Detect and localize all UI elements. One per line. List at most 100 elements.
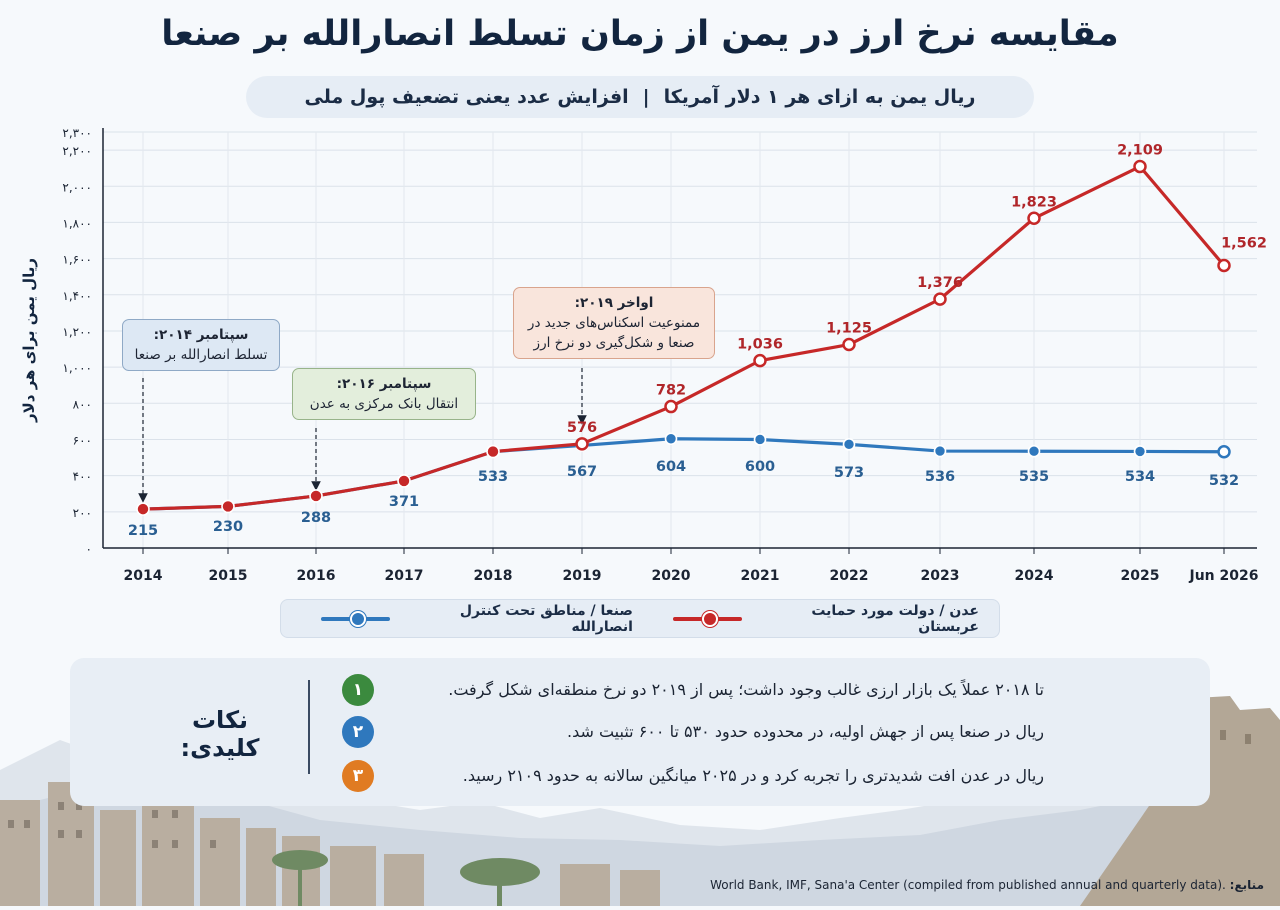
data-label-sanaa: 536 [925,469,955,485]
point-aden [933,292,947,306]
point-aden [575,437,589,451]
data-label-aden: 782 [656,383,686,399]
subtitle-separator: | [642,86,650,108]
point-sanaa [1027,444,1041,458]
data-label-aden: 2,109 [1117,143,1163,159]
y-tick-label: ۸۰۰ [73,397,92,411]
y-tick-label: ۱,۸۰۰ [62,216,92,230]
page-title: مقایسه نرخ ارز در یمن از زمان تسلط انصار… [161,14,1119,54]
data-label-sanaa: 567 [567,464,597,480]
point-sanaa [933,444,947,458]
data-label-sanaa: 604 [656,459,686,475]
point-aden [397,474,411,488]
city-skyline-illustration [0,690,1280,910]
point-aden [753,353,767,368]
subtitle-part1: ریال یمن به ازای هر ۱ دلار آمریکا [663,86,976,108]
annotation-text: انتقال بانک مرکزی به عدن [309,396,459,412]
key-point-badge-2: ۲ [342,716,374,748]
x-tick-label: 2017 [385,568,424,584]
data-label-aden: 1,823 [1011,194,1057,210]
point-aden [842,337,856,352]
x-tick-label: 2014 [124,568,163,584]
data-label-sanaa: 573 [834,465,864,481]
x-tick-label: 2016 [297,568,336,584]
y-tick-label: ۰ [86,542,92,556]
key-point-text-1: تا ۲۰۱۸ عملاً یک بازار ارزی غالب وجود دا… [448,680,1044,699]
y-tick-label: ۴۰۰ [73,470,92,484]
annotation-text: ممنوعیت اسکناس‌های جدید در صنعا و شکل‌گی… [527,315,701,351]
chart-legend: عدن / دولت مورد حمایت عربستان صنعا / منا… [280,599,1000,638]
point-sanaa [1217,445,1231,459]
point-sanaa [664,432,678,446]
legend-swatch-aden [672,610,743,627]
data-label-aden: 1,036 [737,337,783,353]
y-axis-label: ریال یمن برای هر دلار [20,258,38,423]
point-sanaa [842,438,856,451]
data-label-sanaa: 600 [745,459,775,475]
source-note: منابع: World Bank, IMF, Sana'a Center (c… [710,878,1264,892]
point-sanaa [753,433,767,446]
annotation-title: سپتامبر ۲۰۱۴: [153,327,249,343]
key-points-panel [70,658,1210,806]
subtitle-part2: افزایش عدد یعنی تضعیف پول ملی [304,86,629,108]
point-aden [1217,258,1231,273]
y-tick-label: ۲,۳۰۰ [62,126,92,140]
x-tick-label: 2020 [652,568,691,584]
legend-label-sanaa: صنعا / مناطق تحت کنترل انصارالله [459,602,633,635]
data-label-sanaa: 535 [1019,469,1049,485]
key-point-badge-3: ۳ [342,760,374,792]
point-aden [664,399,678,414]
point-aden [309,489,323,503]
annotation-text: تسلط انصارالله بر صنعا [134,347,268,363]
x-tick-label: 2018 [474,568,513,584]
subtitle: ریال یمن به ازای هر ۱ دلار آمریکا | افزا… [246,76,1034,118]
legend-swatch-sanaa [321,610,391,627]
data-label-aden: 1,125 [826,321,872,337]
y-tick-label: ۱,۶۰۰ [62,253,92,267]
y-tick-label: ۱,۴۰۰ [62,289,92,303]
data-label-sanaa: 288 [301,510,331,526]
data-label-sanaa: 230 [213,519,243,535]
x-tick-label: 2025 [1121,568,1160,584]
key-points-title: نکات کلیدی: [180,706,260,762]
legend-item-sanaa: صنعا / مناطق تحت کنترل انصارالله [321,603,633,635]
data-label-sanaa: 534 [1125,469,1155,485]
point-aden [221,499,235,514]
y-tick-label: ۱,۲۰۰ [62,325,92,339]
source-label: منابع: [1229,878,1264,892]
point-aden [1027,211,1041,226]
data-label-aden: 576 [567,420,597,436]
x-tick-label: 2015 [209,568,248,584]
y-tick-label: ۶۰۰ [73,433,92,447]
data-label-sanaa: 371 [389,494,419,510]
key-point-text-3: ریال در عدن افت شدیدتری را تجربه کرد و د… [462,766,1044,785]
x-tick-label: Jun 2026 [1189,568,1259,584]
key-point-text-2: ریال در صنعا پس از جهش اولیه، در محدوده … [566,722,1044,741]
x-tick-label: 2023 [921,568,960,584]
y-tick-label: ۲,۲۰۰ [62,144,92,158]
annotation-sep-2016: سپتامبر ۲۰۱۶: انتقال بانک مرکزی به عدن [292,368,476,420]
key-point-badge-1: ۱ [342,674,374,706]
key-points-divider [308,680,310,774]
x-tick-label: 2022 [830,568,869,584]
legend-item-aden: عدن / دولت مورد حمایت عربستان [672,602,979,635]
data-label-aden: 1,562 [1221,235,1267,251]
legend-label-aden: عدن / دولت مورد حمایت عربستان [811,602,979,635]
data-label-sanaa: 532 [1209,473,1239,489]
source-text: World Bank, IMF, Sana'a Center (compiled… [710,878,1226,892]
x-tick-label: 2021 [741,568,780,584]
point-sanaa [1133,445,1147,458]
annotation-late-2019: اواخر ۲۰۱۹: ممنوعیت اسکناس‌های جدید در ص… [513,287,715,359]
annotation-title: سپتامبر ۲۰۱۶: [336,376,432,392]
y-tick-label: ۱,۰۰۰ [62,361,92,375]
point-aden [136,502,150,516]
annotation-title: اواخر ۲۰۱۹: [574,295,654,311]
data-label-sanaa: 533 [478,469,508,485]
y-tick-label: ۲,۰۰۰ [62,180,92,194]
x-tick-label: 2019 [563,568,602,584]
y-tick-label: ۲۰۰ [73,506,92,520]
data-label-sanaa: 215 [128,523,158,539]
data-label-aden: 1,376 [917,275,963,291]
annotation-sep-2014: سپتامبر ۲۰۱۴: تسلط انصارالله بر صنعا [122,319,280,371]
x-tick-label: 2024 [1015,568,1054,584]
